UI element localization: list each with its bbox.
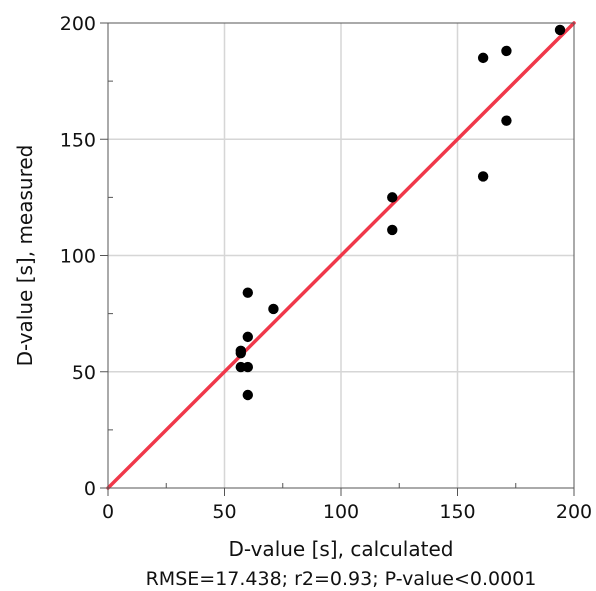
x-tick-label: 50 <box>212 501 236 523</box>
y-axis-ticks: 0 50 100 150 200 <box>60 13 108 500</box>
x-tick-label: 0 <box>102 501 114 523</box>
data-point <box>387 224 398 236</box>
x-tick-label: 150 <box>439 501 475 523</box>
x-tick-label: 200 <box>556 501 592 523</box>
y-axis-title: D-value [s], measured <box>13 145 37 367</box>
data-point <box>387 192 398 203</box>
y-tick-label: 200 <box>60 13 96 35</box>
minor-ticks <box>108 80 517 488</box>
data-point <box>477 171 489 182</box>
data-point <box>235 347 247 359</box>
y-tick-label: 100 <box>60 246 96 268</box>
data-point <box>477 52 489 64</box>
y-tick-label: 0 <box>84 478 96 500</box>
data-point <box>501 45 512 57</box>
stats-caption: RMSE=17.438; r2=0.93; P-value<0.0001 <box>146 568 537 590</box>
data-point <box>242 389 253 401</box>
data-point <box>268 303 279 315</box>
data-point <box>501 115 512 126</box>
y-tick-label: 150 <box>60 129 96 151</box>
x-axis-title: D-value [s], calculated <box>229 537 454 561</box>
data-point <box>242 287 253 298</box>
x-tick-label: 100 <box>323 501 359 523</box>
data-point <box>242 331 253 343</box>
x-axis-ticks: 0 50 100 150 200 <box>102 488 592 523</box>
data-point <box>242 361 253 373</box>
identity-line <box>106 21 576 490</box>
data-points <box>235 24 566 401</box>
reference-line-layer <box>106 21 576 490</box>
data-point <box>554 24 566 36</box>
y-tick-label: 50 <box>72 362 96 384</box>
